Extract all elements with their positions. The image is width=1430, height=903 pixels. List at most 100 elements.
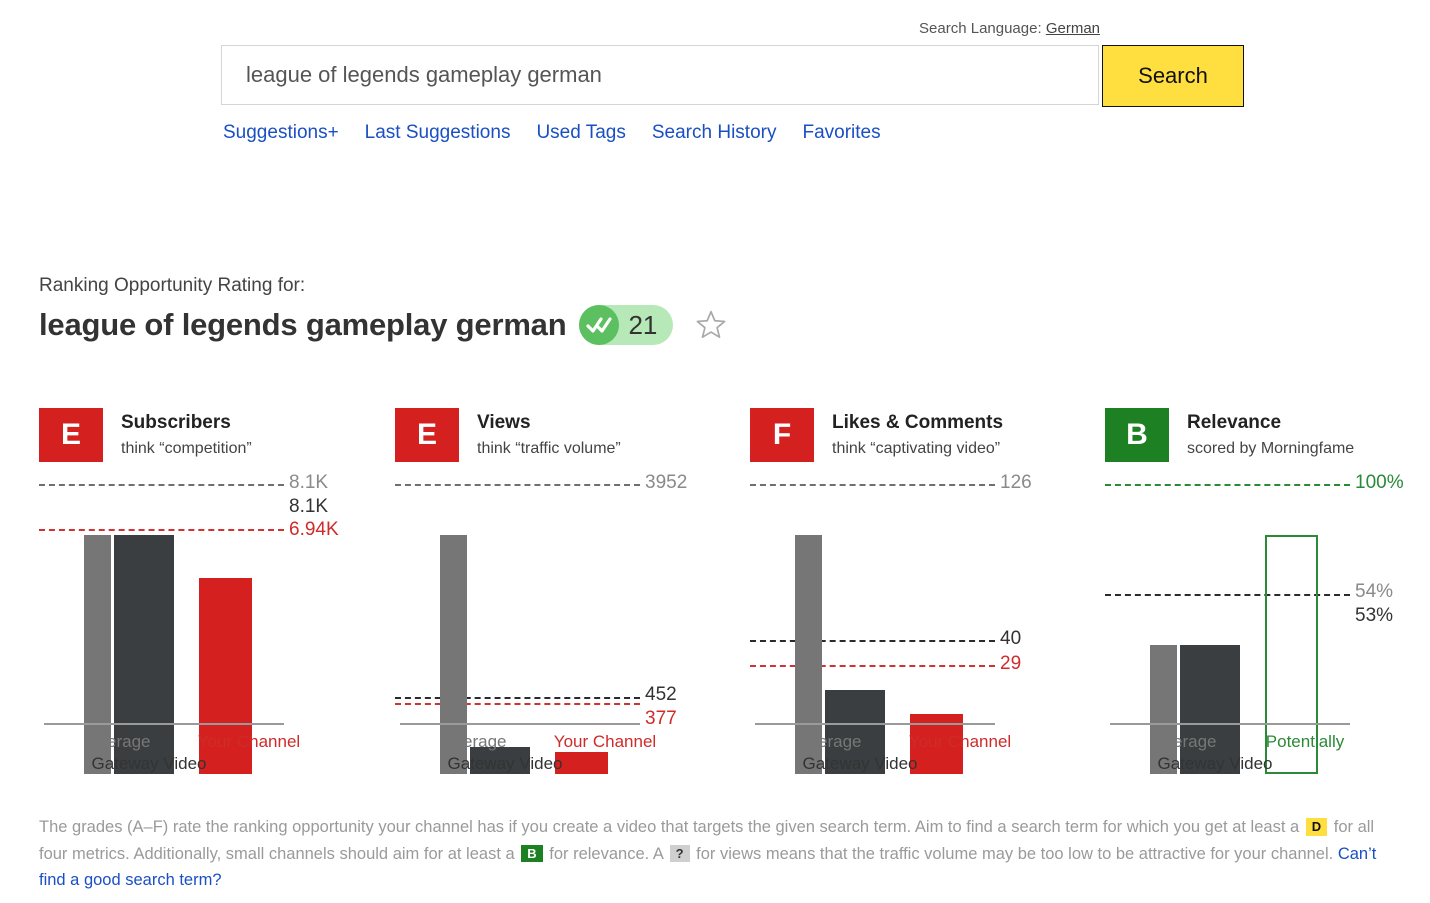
footer-help-text: The grades (A–F) rate the ranking opport… xyxy=(39,814,1401,894)
rating-score: 21 xyxy=(628,310,658,340)
x-label-average: Average xyxy=(1153,732,1217,751)
search-language-value[interactable]: German xyxy=(1045,20,1100,37)
axis-line xyxy=(755,723,995,725)
search-input[interactable] xyxy=(221,45,1099,105)
gridline-your-channel xyxy=(395,703,640,705)
bar-average xyxy=(440,535,467,774)
bar-average xyxy=(1150,645,1177,774)
nav-favorites[interactable]: Favorites xyxy=(802,122,881,143)
search-button[interactable]: Search xyxy=(1102,45,1244,107)
metric-title: Views xyxy=(477,412,531,433)
chart-relevance: 100% 54% 53% Average Potentially Gateway… xyxy=(1105,472,1430,774)
grade-badge: F xyxy=(750,408,814,462)
search-language-label: Search Language: xyxy=(919,20,1042,37)
bar-gateway xyxy=(825,690,885,774)
card-header: F Likes & Comments think “captivating vi… xyxy=(750,408,1090,462)
nav-used-tags[interactable]: Used Tags xyxy=(536,122,626,143)
gridline-gateway xyxy=(750,640,995,642)
value-label-your-channel: 6.94K xyxy=(289,519,339,540)
grade-badge-d: D xyxy=(1305,818,1328,836)
x-label-average: Average xyxy=(87,732,151,751)
metric-card-likes-comments: F Likes & Comments think “captivating vi… xyxy=(750,408,1090,774)
bar-gateway xyxy=(1180,645,1240,774)
metric-card-relevance: B Relevance scored by Morningfame 100% 5… xyxy=(1105,408,1430,774)
metric-subtitle: think “traffic volume” xyxy=(477,439,621,457)
nav-links: Suggestions+ Last Suggestions Used Tags … xyxy=(223,122,881,144)
value-label-your-channel: 377 xyxy=(645,708,677,729)
chart-views: 3952 452 377 Average Your Channel Gatewa… xyxy=(395,472,735,774)
bar-average xyxy=(795,535,822,774)
bar-gateway xyxy=(470,747,530,774)
gridline-potential xyxy=(1105,484,1350,486)
gridline-average xyxy=(750,484,995,486)
value-label-average: 8.1K xyxy=(289,472,329,493)
double-check-icon xyxy=(579,305,620,345)
value-label-gateway: 53% xyxy=(1355,605,1394,626)
metric-card-views: E Views think “traffic volume” 3952 452 … xyxy=(395,408,735,774)
card-header: E Subscribers think “competition” xyxy=(39,408,379,462)
x-label-your-channel: Your Channel xyxy=(197,732,301,751)
card-header: B Relevance scored by Morningfame xyxy=(1105,408,1430,462)
value-label-gateway: 8.1K xyxy=(289,496,329,517)
x-label-gateway-video: Gateway Video xyxy=(447,754,563,773)
gridline-gateway xyxy=(395,697,640,699)
value-label-your-channel: 29 xyxy=(1000,653,1022,674)
metric-title: Relevance xyxy=(1187,412,1282,433)
x-label-gateway-video: Gateway Video xyxy=(91,754,207,773)
search-bar: Search xyxy=(221,45,1244,107)
metric-subtitle: scored by Morningfame xyxy=(1187,439,1355,457)
chart-likes-comments: 126 40 29 Average Your Channel Gateway V… xyxy=(750,472,1090,774)
x-label-average: Average xyxy=(443,732,507,751)
value-label-potential: 100% xyxy=(1355,472,1404,493)
bar-your-channel xyxy=(555,752,608,774)
grade-badge: E xyxy=(39,408,103,462)
x-label-your-channel: Your Channel xyxy=(908,732,1012,751)
x-label-your-channel: Your Channel xyxy=(553,732,657,751)
grade-badge: E xyxy=(395,408,459,462)
bar-your-channel xyxy=(199,578,252,774)
metric-subtitle: think “competition” xyxy=(121,439,252,457)
card-header: E Views think “traffic volume” xyxy=(395,408,735,462)
footer-text-part3: for relevance. A xyxy=(549,844,663,863)
page-title: league of legends gameplay german xyxy=(39,307,567,342)
value-label-gateway: 452 xyxy=(645,684,677,705)
metric-subtitle: think “captivating video” xyxy=(832,439,1001,457)
metric-title: Subscribers xyxy=(121,412,231,433)
gridline-average xyxy=(395,484,640,486)
nav-suggestions-plus[interactable]: Suggestions+ xyxy=(223,122,339,143)
gridline-average xyxy=(39,484,284,486)
axis-line xyxy=(1110,723,1350,725)
rating-badge: 21 xyxy=(579,305,674,345)
gridline-average xyxy=(1105,594,1350,596)
page-subtitle: Ranking Opportunity Rating for: xyxy=(39,275,306,296)
footer-text-part4: for views means that the traffic volume … xyxy=(696,844,1334,863)
title-row: league of legends gameplay german 21 xyxy=(39,305,728,345)
grade-badge: B xyxy=(1105,408,1169,462)
x-label-gateway-video: Gateway Video xyxy=(1157,754,1273,773)
gridline-your-channel xyxy=(750,665,995,667)
bar-potential xyxy=(1265,535,1318,774)
bar-average xyxy=(84,535,111,774)
grade-badge-b: B xyxy=(521,844,543,863)
x-label-gateway-video: Gateway Video xyxy=(802,754,918,773)
axis-line xyxy=(400,723,640,725)
footer-text-part1: The grades (A–F) rate the ranking opport… xyxy=(39,818,1300,836)
nav-search-history[interactable]: Search History xyxy=(651,122,777,143)
value-label-average: 126 xyxy=(1000,472,1032,493)
grade-badge-question: ? xyxy=(669,844,690,863)
value-label-average: 3952 xyxy=(645,472,688,493)
footer-text-part2: for all four metrics. Additionally, smal… xyxy=(39,818,1375,863)
gridline-your-channel xyxy=(39,529,284,531)
value-label-average: 54% xyxy=(1355,581,1394,602)
value-label-gateway: 40 xyxy=(1000,628,1022,649)
metric-card-subscribers: E Subscribers think “competition” 8.1K 8… xyxy=(39,408,379,774)
axis-line xyxy=(44,723,284,725)
footer-help-link[interactable]: Can’t find a good search term? xyxy=(39,844,1377,890)
bar-gateway xyxy=(114,535,174,774)
search-language: Search Language: German xyxy=(0,20,1100,37)
nav-last-suggestions[interactable]: Last Suggestions xyxy=(364,122,511,143)
metric-title: Likes & Comments xyxy=(832,412,1004,433)
chart-subscribers: 8.1K 8.1K 6.94K Average Your Channel Gat… xyxy=(39,472,379,774)
x-label-average: Average xyxy=(798,732,862,751)
star-outline-icon[interactable] xyxy=(694,308,728,342)
